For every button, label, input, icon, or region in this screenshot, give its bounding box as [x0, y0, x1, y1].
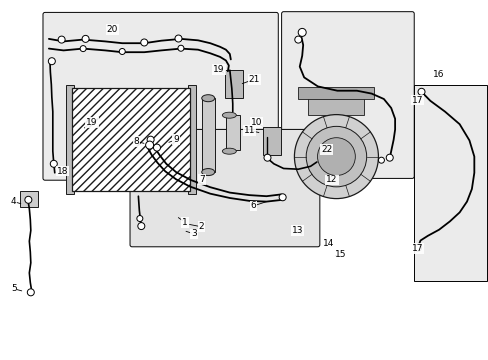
- Bar: [225, 115, 240, 150]
- Text: 19: 19: [86, 118, 98, 127]
- Text: 12: 12: [325, 175, 337, 184]
- Text: 3: 3: [191, 230, 197, 238]
- Circle shape: [298, 28, 305, 36]
- Ellipse shape: [222, 112, 236, 118]
- Circle shape: [386, 154, 392, 161]
- Bar: [263, 127, 281, 155]
- Text: 2: 2: [198, 222, 204, 231]
- Text: 20: 20: [106, 25, 118, 34]
- Circle shape: [141, 39, 147, 46]
- Text: 22: 22: [320, 145, 332, 154]
- Circle shape: [27, 289, 34, 296]
- Bar: [20, 191, 38, 207]
- Circle shape: [178, 45, 183, 51]
- Circle shape: [80, 46, 86, 51]
- Circle shape: [414, 244, 421, 251]
- Circle shape: [175, 35, 182, 42]
- Bar: [72, 88, 189, 191]
- Bar: [187, 85, 195, 194]
- Text: 16: 16: [432, 71, 444, 79]
- Circle shape: [50, 160, 57, 167]
- Circle shape: [48, 58, 55, 65]
- Circle shape: [147, 136, 154, 143]
- Text: 8: 8: [133, 137, 139, 146]
- Text: 19: 19: [213, 65, 224, 74]
- Text: 21: 21: [248, 75, 260, 84]
- Circle shape: [153, 144, 160, 151]
- Ellipse shape: [202, 168, 214, 176]
- Circle shape: [58, 36, 65, 43]
- Text: 4: 4: [11, 197, 17, 206]
- Circle shape: [294, 36, 301, 43]
- Text: 10: 10: [250, 118, 262, 127]
- FancyBboxPatch shape: [43, 12, 278, 180]
- Circle shape: [25, 196, 32, 203]
- Text: 9: 9: [173, 135, 179, 144]
- Text: 11: 11: [243, 126, 255, 135]
- Ellipse shape: [222, 148, 236, 154]
- Bar: [66, 85, 74, 194]
- Circle shape: [378, 157, 384, 163]
- Text: 17: 17: [411, 244, 423, 253]
- Text: 5: 5: [11, 284, 17, 293]
- Bar: [413, 85, 486, 281]
- FancyBboxPatch shape: [281, 12, 413, 179]
- Circle shape: [317, 138, 355, 175]
- Circle shape: [119, 49, 125, 54]
- Text: 15: 15: [334, 251, 346, 259]
- Bar: [202, 98, 214, 172]
- Text: 6: 6: [250, 201, 256, 210]
- FancyBboxPatch shape: [130, 129, 319, 247]
- Circle shape: [279, 194, 285, 201]
- Bar: [224, 70, 243, 98]
- Text: 18: 18: [57, 166, 68, 175]
- Bar: [308, 96, 364, 114]
- Circle shape: [137, 216, 142, 221]
- Ellipse shape: [202, 95, 214, 102]
- Text: 7: 7: [199, 175, 204, 184]
- Circle shape: [264, 154, 270, 161]
- Text: 17: 17: [411, 96, 423, 105]
- Circle shape: [294, 114, 378, 199]
- Circle shape: [82, 35, 89, 42]
- Text: 14: 14: [322, 239, 334, 248]
- Circle shape: [138, 222, 144, 230]
- Bar: [298, 87, 374, 99]
- Circle shape: [417, 88, 424, 95]
- Circle shape: [145, 141, 153, 149]
- Text: 1: 1: [182, 217, 187, 227]
- Text: 13: 13: [291, 226, 303, 235]
- Circle shape: [305, 126, 366, 187]
